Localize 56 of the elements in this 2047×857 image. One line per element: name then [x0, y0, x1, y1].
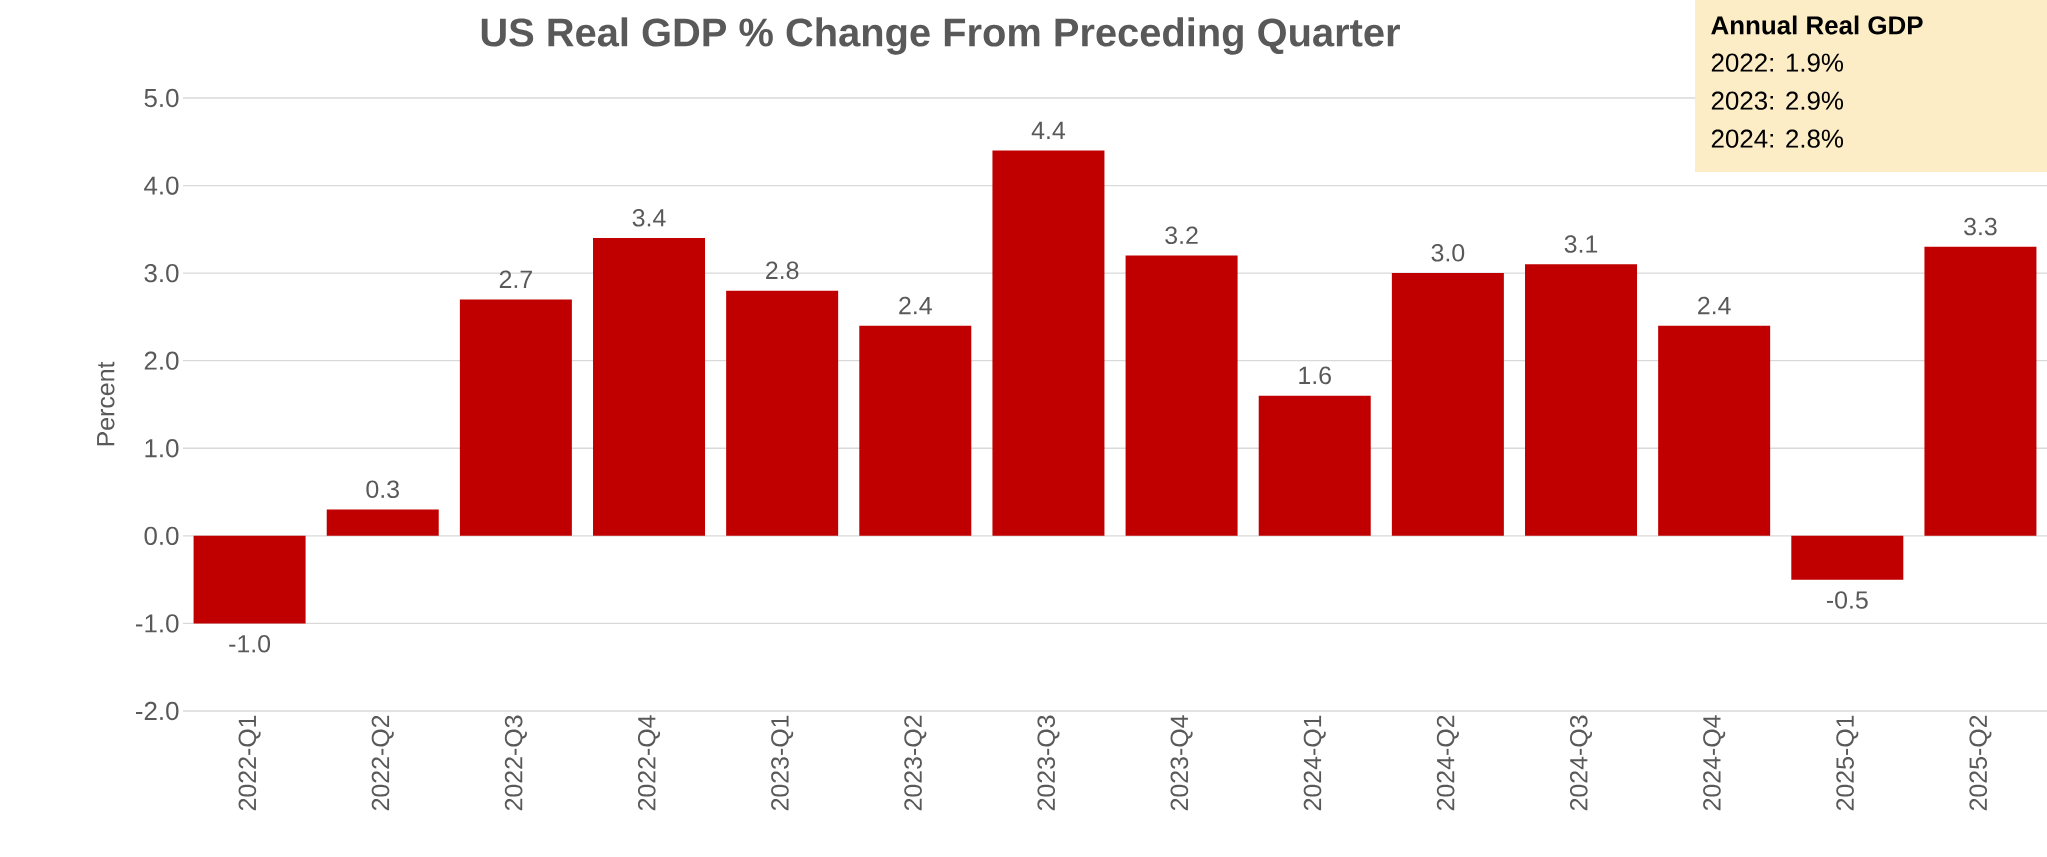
bar [1924, 246, 2037, 536]
y-tick-label: 0.0 [144, 526, 179, 546]
x-tick-label: 2022-Q4 [637, 715, 661, 811]
x-tick-label: 2022-Q2 [371, 715, 394, 811]
data-label: -1.0 [229, 634, 271, 653]
data-label: 2.4 [1698, 296, 1731, 315]
chart-title: US Real GDP % Change From Preceding Quarter [481, 17, 1400, 55]
x-tick-label: 2023-Q4 [1170, 715, 1193, 811]
x-tick-label: 2024-Q1 [1303, 715, 1326, 811]
y-tick-label: 2.0 [144, 351, 179, 370]
bar [326, 509, 439, 536]
data-label: 2.4 [899, 296, 932, 315]
y-tick-label: 5.0 [144, 88, 179, 108]
bar [1125, 255, 1238, 536]
x-tick-label: 2024-Q4 [1703, 715, 1726, 811]
data-label: 3.3 [1964, 217, 1997, 236]
y-tick-label: 4.0 [144, 176, 179, 195]
annotation: 2024: 2.8% [1711, 129, 1844, 148]
x-tick-label: 2023-Q1 [771, 715, 794, 811]
bar [593, 238, 706, 536]
data-label: 4.4 [1031, 121, 1066, 139]
x-tick-label: 2022-Q3 [504, 715, 527, 811]
bar [1525, 264, 1638, 536]
bar [726, 290, 839, 536]
text: Annual Real GDP [1711, 15, 1923, 35]
x-tick-label: 2025-Q1 [1836, 715, 1859, 811]
bar [1258, 395, 1371, 536]
bar [859, 325, 972, 536]
x-tick-label: 2024-Q3 [1569, 715, 1593, 811]
data-label: 3.1 [1564, 235, 1598, 253]
y-tick-label: 3.0 [144, 263, 179, 283]
x-tick-label: 2023-Q2 [904, 715, 927, 811]
y-axis-title: Percent [97, 361, 115, 446]
bar [193, 535, 306, 624]
bar [992, 150, 1105, 536]
annotation: 2023: 2.9% [1711, 91, 1844, 110]
bar [1791, 535, 1904, 580]
data-label: 2.8 [766, 261, 799, 280]
text: 2022: 1.9% [1711, 53, 1844, 72]
data-label: -0.5 [1826, 591, 1868, 609]
data-label: 3.4 [632, 208, 666, 227]
data-label: 3.2 [1165, 226, 1198, 245]
data-label: 3.0 [1431, 243, 1465, 262]
bar [1658, 325, 1771, 536]
x-tick-label: 2024-Q2 [1436, 715, 1459, 811]
y-tick-label: 1.0 [145, 439, 179, 458]
x-tick-label: 2022-Q1 [238, 715, 261, 811]
data-label: 0.3 [366, 480, 399, 499]
bar [1391, 273, 1504, 536]
data-label: 2.7 [499, 270, 532, 288]
y-tick-label: -1.0 [136, 614, 179, 633]
data-label: 1.6 [1299, 366, 1331, 385]
x-tick-label: 2023-Q3 [1037, 715, 1060, 811]
y-tick-label: -2.0 [136, 701, 179, 721]
bar [459, 299, 572, 536]
x-tick-label: 2025-Q2 [1969, 715, 1992, 811]
